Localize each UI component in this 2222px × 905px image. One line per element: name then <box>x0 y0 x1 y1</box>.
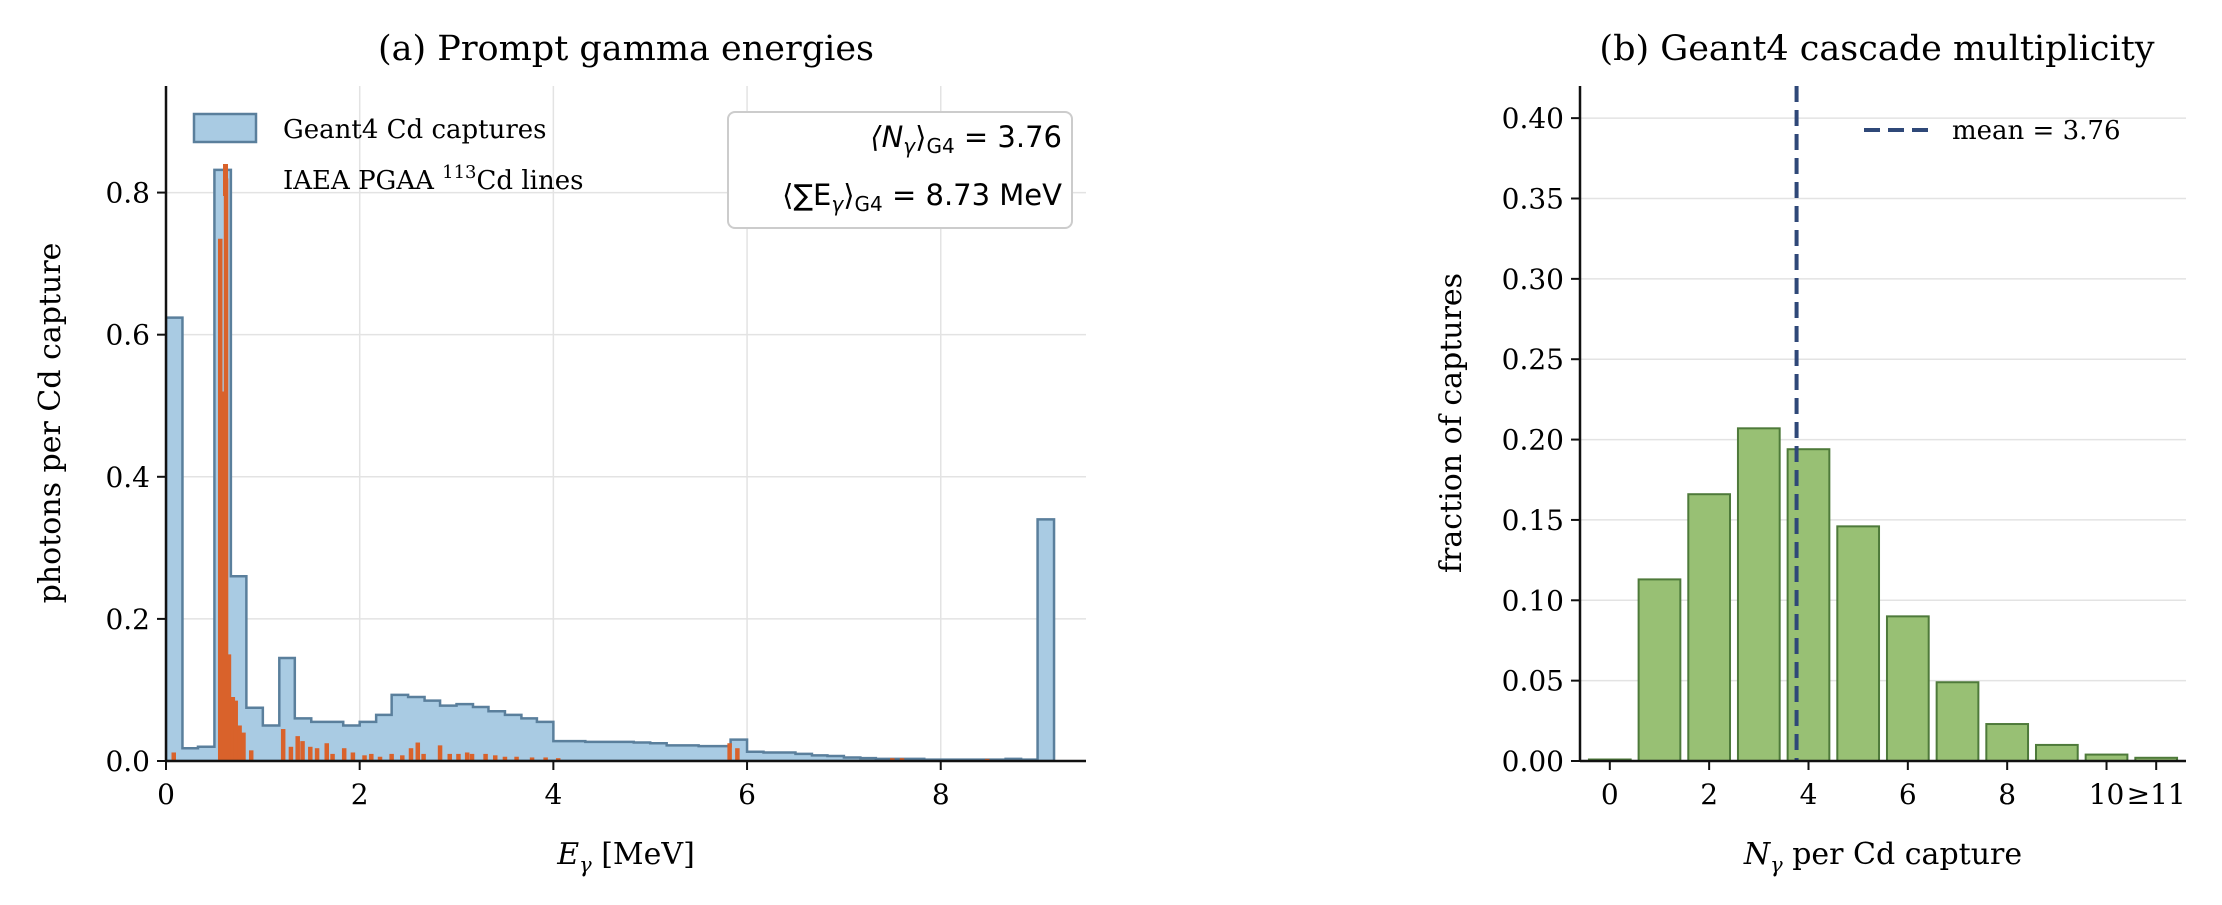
legend: Geant4 Cd captures IAEA PGAA 113Cd lines <box>192 112 583 196</box>
y-tick-label: 0.15 <box>1502 504 1564 537</box>
y-tick-label: 0.20 <box>1502 424 1564 457</box>
y-tick-label: 0.0 <box>105 745 150 778</box>
x-ticks: 0 2 4 6 8 10 ≥11 <box>1601 761 2186 811</box>
bar <box>1687 493 1732 762</box>
y-ticks: 0.00 0.05 0.10 0.15 0.20 0.25 0.30 0.35 0.40 <box>1502 102 1580 778</box>
mean-energy-sum-label: ⟨∑Eγ⟩G4 = 8.73 MeV <box>782 178 1062 216</box>
x-tick-label: 4 <box>544 778 562 811</box>
legend-swatch-hist <box>192 112 258 144</box>
bar <box>1637 578 1682 763</box>
y-axis-label: photons per Cd capture <box>33 243 68 604</box>
x-tick-label: 8 <box>1998 778 2016 811</box>
chart-title: (b) Geant4 cascade multiplicity <box>1599 29 2154 69</box>
y-tick-label: 0.2 <box>105 603 150 636</box>
legend-label-lines: IAEA PGAA 113Cd lines <box>283 162 583 196</box>
x-tick-label: ≥11 <box>2127 778 2186 811</box>
chart-title: (a) Prompt gamma energies <box>378 29 874 69</box>
y-tick-label: 0.00 <box>1502 745 1564 778</box>
x-tick-label: 10 <box>2089 778 2125 811</box>
pgaa-lines <box>171 178 990 761</box>
bar <box>2034 743 2079 763</box>
x-tick-label: 4 <box>1800 778 1818 811</box>
y-tick-label: 0.4 <box>105 461 150 494</box>
stats-box-frame <box>727 111 1073 229</box>
legend-swatch-lines <box>223 164 228 196</box>
y-tick-label: 0.40 <box>1502 102 1564 135</box>
x-ticks: 0 2 4 6 8 <box>157 761 950 811</box>
x-tick-label: 6 <box>738 778 756 811</box>
y-tick-label: 0.6 <box>105 319 150 352</box>
y-axis-label: fraction of captures <box>1434 273 1469 573</box>
x-axis-label: Eγ [MeV] <box>556 837 695 877</box>
legend: mean = 3.76 <box>1864 116 2121 146</box>
y-tick-label: 0.25 <box>1502 343 1564 376</box>
x-axis-label: Nγ per Cd capture <box>1743 837 2022 877</box>
x-tick-label: 6 <box>1899 778 1917 811</box>
bar <box>1786 448 1831 762</box>
mean-multiplicity-label: ⟨Nγ⟩G4 = 3.76 <box>870 120 1062 158</box>
legend-label-mean: mean = 3.76 <box>1952 116 2121 146</box>
x-tick-label: 2 <box>351 778 369 811</box>
bar <box>1985 723 2030 762</box>
y-tick-label: 0.05 <box>1502 665 1564 698</box>
bar <box>1935 681 1980 762</box>
x-tick-label: 0 <box>157 778 175 811</box>
x-tick-label: 8 <box>932 778 950 811</box>
bar <box>1885 615 1930 762</box>
y-tick-label: 0.10 <box>1502 584 1564 617</box>
histogram <box>166 168 1056 761</box>
bars <box>1587 427 2179 763</box>
bar <box>1736 427 1781 762</box>
panel-b: (b) Geant4 cascade multiplicity 0 2 4 6 8 10 ≥… <box>1434 29 2186 877</box>
legend-label-hist: Geant4 Cd captures <box>283 115 547 145</box>
y-tick-label: 0.30 <box>1502 263 1564 296</box>
histogram-step <box>166 168 1056 761</box>
x-tick-label: 0 <box>1601 778 1619 811</box>
x-tick-label: 2 <box>1700 778 1718 811</box>
y-tick-label: 0.35 <box>1502 183 1564 216</box>
y-ticks: 0.0 0.2 0.4 0.6 0.8 <box>105 177 166 778</box>
bar <box>1836 525 1881 762</box>
stats-box: ⟨Nγ⟩G4 = 3.76 ⟨∑Eγ⟩G4 = 8.73 MeV <box>727 111 1073 229</box>
y-tick-label: 0.8 <box>105 177 150 210</box>
